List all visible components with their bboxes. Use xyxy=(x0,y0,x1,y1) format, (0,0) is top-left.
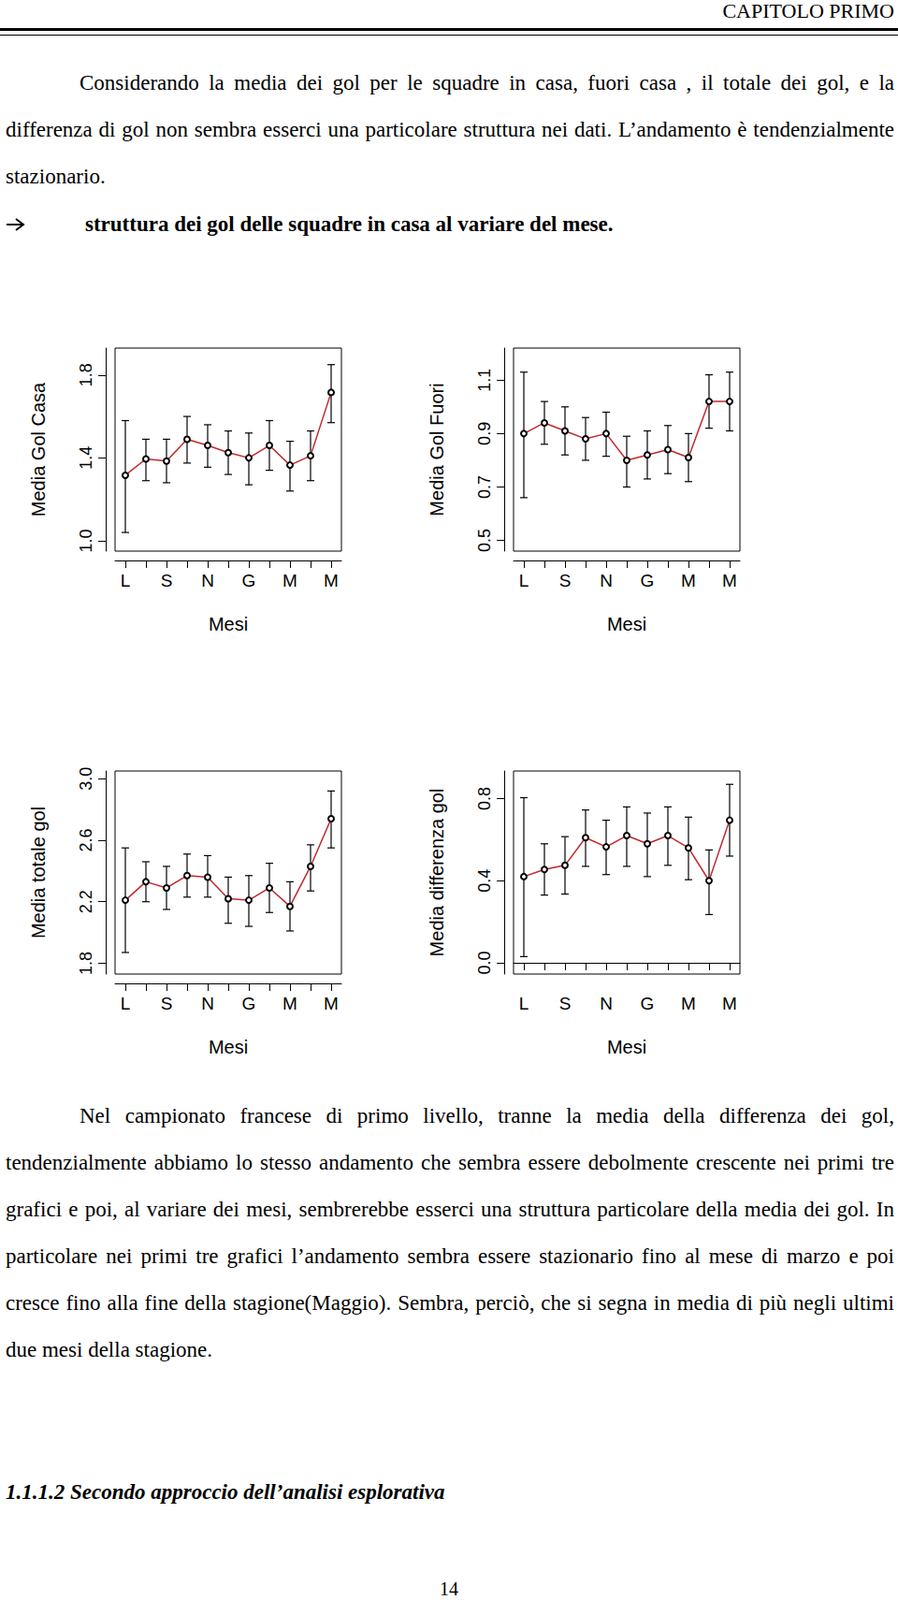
svg-text:L: L xyxy=(120,570,131,591)
svg-text:Mesi: Mesi xyxy=(208,613,248,635)
svg-text:S: S xyxy=(160,570,174,591)
svg-text:Media totale gol: Media totale gol xyxy=(28,806,49,939)
svg-text:N: N xyxy=(599,570,613,591)
svg-text:1.8: 1.8 xyxy=(76,362,96,387)
svg-text:0.9: 0.9 xyxy=(475,421,494,446)
svg-text:Mesi: Mesi xyxy=(607,613,647,635)
svg-text:G: G xyxy=(242,570,257,591)
svg-text:M: M xyxy=(282,993,298,1014)
svg-text:1.8: 1.8 xyxy=(76,951,96,975)
html-text:14: 14 xyxy=(439,1578,459,1599)
svg-text:N: N xyxy=(599,993,613,1014)
svg-text:L: L xyxy=(519,570,530,591)
svg-text:L: L xyxy=(519,993,530,1014)
svg-text:N: N xyxy=(201,570,215,591)
svg-text:G: G xyxy=(242,993,257,1014)
html-text:CAPITOLO PRIMO: CAPITOLO PRIMO xyxy=(722,0,895,23)
svg-text:M: M xyxy=(722,570,738,591)
svg-text:2.2: 2.2 xyxy=(76,889,96,913)
svg-text:G: G xyxy=(640,570,655,591)
svg-text:Media Gol Casa: Media Gol Casa xyxy=(28,381,49,517)
svg-text:Media Gol Fuori: Media Gol Fuori xyxy=(426,382,448,516)
svg-text:3.0: 3.0 xyxy=(76,767,96,791)
svg-text:1.0: 1.0 xyxy=(76,528,96,552)
html-text:Considerando la media dei gol: Considerando la media dei gol per le squ… xyxy=(5,71,895,189)
svg-text:G: G xyxy=(640,993,655,1014)
svg-text:0.7: 0.7 xyxy=(475,475,494,499)
html-text:struttura dei gol delle squadr: struttura dei gol delle squadre in casa … xyxy=(85,212,614,236)
svg-text:0.0: 0.0 xyxy=(475,950,494,974)
svg-text:Mesi: Mesi xyxy=(607,1036,647,1058)
svg-text:S: S xyxy=(559,993,572,1014)
svg-text:1.4: 1.4 xyxy=(76,446,96,470)
svg-text:0.5: 0.5 xyxy=(475,528,494,552)
svg-text:2.6: 2.6 xyxy=(76,827,96,852)
svg-text:0.8: 0.8 xyxy=(475,786,494,811)
svg-text:1.1: 1.1 xyxy=(475,368,494,392)
svg-text:Media differenza gol: Media differenza gol xyxy=(426,788,448,957)
svg-text:M: M xyxy=(680,570,696,591)
svg-text:N: N xyxy=(201,993,215,1014)
svg-text:M: M xyxy=(282,570,298,591)
svg-text:M: M xyxy=(722,993,738,1014)
svg-text:M: M xyxy=(680,993,696,1014)
svg-text:0.4: 0.4 xyxy=(475,869,494,893)
html-text:1.1.1.2 Secondo approccio dell: 1.1.1.2 Secondo approccio dell’analisi e… xyxy=(5,1479,445,1504)
svg-text:M: M xyxy=(323,993,339,1014)
svg-text:L: L xyxy=(120,993,131,1014)
svg-text:S: S xyxy=(559,570,572,591)
svg-text:S: S xyxy=(160,993,174,1014)
svg-text:M: M xyxy=(323,570,339,591)
svg-text:Mesi: Mesi xyxy=(208,1036,248,1058)
html-text:Nel campionato francese di pri: Nel campionato francese di primo livello… xyxy=(5,1103,895,1362)
